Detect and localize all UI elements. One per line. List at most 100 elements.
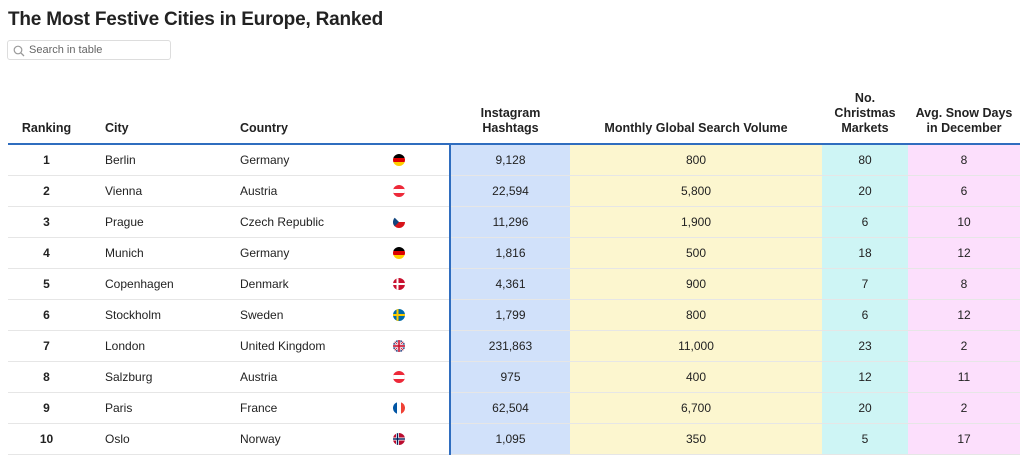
- column-header[interactable]: Country: [222, 80, 375, 145]
- table-row: 1 Berlin Germany 9,128 800 80 8: [8, 144, 1020, 176]
- cell: Paris: [85, 392, 222, 424]
- cell: 6: [8, 299, 85, 331]
- table-row: 7 London United Kingdom 231,863 11,000 23 2: [8, 330, 1020, 362]
- cell: 2: [908, 392, 1020, 424]
- search-placeholder: Search in table: [29, 44, 103, 56]
- column-header[interactable]: No. Christmas Markets: [822, 80, 908, 145]
- cell: Copenhagen: [85, 268, 222, 300]
- column-header[interactable]: Instagram Hashtags: [450, 80, 570, 145]
- flag-cell: [375, 206, 450, 238]
- cell: 2: [8, 175, 85, 207]
- cell: Prague: [85, 206, 222, 238]
- column-header[interactable]: City: [85, 80, 222, 145]
- cell: 1,900: [570, 206, 822, 238]
- cell: Berlin: [85, 144, 222, 176]
- table-row: 6 Stockholm Sweden 1,799 800 6 12: [8, 299, 1020, 331]
- cell: 23: [822, 330, 908, 362]
- cell: 10: [8, 423, 85, 455]
- cell: 12: [908, 237, 1020, 269]
- cell: United Kingdom: [222, 330, 375, 362]
- flag-cell: [375, 268, 450, 300]
- column-header[interactable]: Ranking: [8, 80, 85, 145]
- cell: 62,504: [449, 392, 570, 424]
- cell: Denmark: [222, 268, 375, 300]
- column-header[interactable]: Avg. Snow Days in December: [908, 80, 1020, 145]
- cell: 12: [822, 361, 908, 393]
- header-row: Ranking City Country Instagram Hashtags …: [8, 80, 1020, 145]
- cell: 10: [908, 206, 1020, 238]
- cell: Germany: [222, 237, 375, 269]
- table-row: 9 Paris France 62,504 6,700 20 2: [8, 392, 1020, 424]
- cell: 12: [908, 299, 1020, 331]
- cell: 800: [570, 144, 822, 176]
- cell: 975: [449, 361, 570, 393]
- search-icon: [13, 45, 25, 57]
- flag: [393, 185, 405, 197]
- cell: France: [222, 392, 375, 424]
- cell: 1,095: [449, 423, 570, 455]
- cell: 8: [908, 268, 1020, 300]
- table-body: 1 Berlin Germany 9,128 800 80 8 2 Vienna Austria 2…: [8, 144, 1020, 455]
- table-row: 10 Oslo Norway 1,095 350 5 17: [8, 423, 1020, 455]
- table-row: 2 Vienna Austria 22,594 5,800 20 6: [8, 175, 1020, 207]
- cell: Czech Republic: [222, 206, 375, 238]
- cell: 6: [822, 299, 908, 331]
- table: Ranking City Country Instagram Hashtags …: [8, 80, 1020, 455]
- cell: 9: [8, 392, 85, 424]
- cell: 7: [822, 268, 908, 300]
- flag-cell: [375, 175, 450, 207]
- cell: 4,361: [449, 268, 570, 300]
- cell: Austria: [222, 361, 375, 393]
- cell: Germany: [222, 144, 375, 176]
- flag-cell: [375, 144, 450, 176]
- cell: Sweden: [222, 299, 375, 331]
- cell: 9,128: [449, 144, 570, 176]
- cell: Austria: [222, 175, 375, 207]
- cell: 6: [822, 206, 908, 238]
- flag-cell: [375, 330, 450, 362]
- cell: 20: [822, 175, 908, 207]
- flag-cell: [375, 237, 450, 269]
- flag: [393, 278, 405, 290]
- cell: 80: [822, 144, 908, 176]
- cell: 22,594: [449, 175, 570, 207]
- flag: [393, 154, 405, 166]
- cell: Oslo: [85, 423, 222, 455]
- column-header[interactable]: Monthly Global Search Volume: [570, 80, 822, 145]
- cell: 5: [822, 423, 908, 455]
- cell: Stockholm: [85, 299, 222, 331]
- search-box[interactable]: Search in table: [7, 40, 171, 60]
- cell: 20: [822, 392, 908, 424]
- flag: [393, 371, 405, 383]
- cell: London: [85, 330, 222, 362]
- column-header: [375, 80, 450, 145]
- flag: [393, 433, 405, 445]
- cell: 3: [8, 206, 85, 238]
- flag: [393, 340, 405, 352]
- cell: 6: [908, 175, 1020, 207]
- cell: 7: [8, 330, 85, 362]
- cell: 1,816: [449, 237, 570, 269]
- cell: 11,296: [449, 206, 570, 238]
- flag-cell: [375, 392, 450, 424]
- cell: 11: [908, 361, 1020, 393]
- cell: 2: [908, 330, 1020, 362]
- cell: Norway: [222, 423, 375, 455]
- table-row: 3 Prague Czech Republic 11,296 1,900 6 10: [8, 206, 1020, 238]
- cell: Salzburg: [85, 361, 222, 393]
- cell: 4: [8, 237, 85, 269]
- cell: 18: [822, 237, 908, 269]
- cell: 17: [908, 423, 1020, 455]
- cell: 8: [8, 361, 85, 393]
- cell: 900: [570, 268, 822, 300]
- cell: Munich: [85, 237, 222, 269]
- cell: 500: [570, 237, 822, 269]
- flag-cell: [375, 423, 450, 455]
- cell: 350: [570, 423, 822, 455]
- flag: [393, 216, 405, 228]
- flag: [393, 247, 405, 259]
- cell: Vienna: [85, 175, 222, 207]
- title: The Most Festive Cities in Europe, Ranke…: [8, 9, 384, 30]
- cell: 1,799: [449, 299, 570, 331]
